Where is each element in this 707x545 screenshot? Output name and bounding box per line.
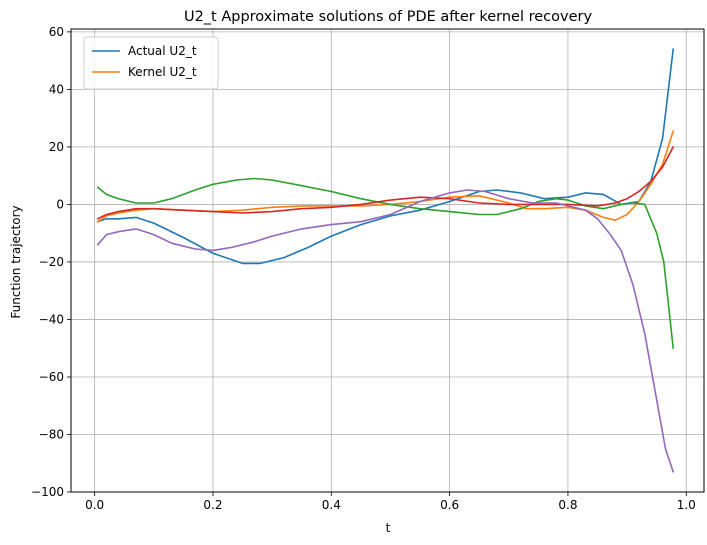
- series-line-4: [96, 146, 675, 220]
- y-tick-label: −100: [31, 485, 64, 499]
- legend-box: [83, 36, 219, 90]
- plot-lines: [96, 48, 675, 473]
- x-tick-label: 1.0: [677, 498, 696, 512]
- y-tick-label: −40: [39, 312, 64, 326]
- legend-label: Kernel U2_t: [128, 65, 197, 79]
- y-tick-label: 20: [49, 140, 64, 154]
- y-tick-label: 0: [56, 197, 64, 211]
- legend-label: Actual U2_t: [128, 44, 197, 58]
- series-line-3: [96, 177, 675, 350]
- y-tick-label: 40: [49, 82, 64, 96]
- x-tick-label: 0.4: [322, 498, 341, 512]
- series-line-1: [96, 48, 675, 265]
- series-line-5: [96, 189, 675, 473]
- x-tick-label: 0.8: [558, 498, 577, 512]
- x-tick-label: 0.0: [85, 498, 104, 512]
- ticks: 0.0 0.2 0.4 0.6 0.8 1.0 −100 −80 −60 −40 −20 0 20 40 6…: [31, 25, 696, 512]
- y-axis-label: Function trajectory: [9, 205, 23, 318]
- legend: Actual U2_t Kernel U2_t: [83, 36, 219, 90]
- y-tick-label: −20: [39, 255, 64, 269]
- chart-title: U2_t Approximate solutions of PDE after …: [184, 9, 593, 25]
- y-tick-label: −80: [39, 427, 64, 441]
- x-tick-label: 0.2: [203, 498, 222, 512]
- y-tick-label: 60: [49, 25, 64, 39]
- x-tick-label: 0.6: [440, 498, 459, 512]
- x-axis-label: t: [386, 521, 391, 535]
- grid: [71, 29, 704, 493]
- axes-frame: [70, 28, 705, 493]
- y-tick-label: −60: [39, 370, 64, 384]
